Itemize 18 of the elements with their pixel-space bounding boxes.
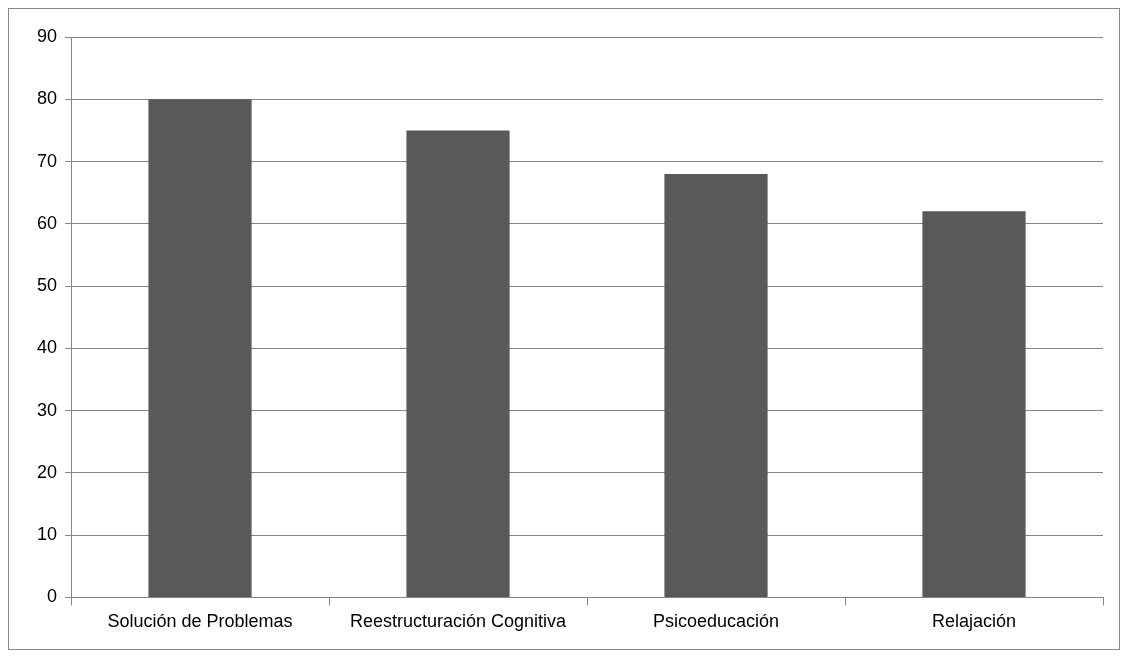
y-tick-label: 30	[36, 399, 58, 420]
x-tick-label: Psicoeducación	[652, 611, 780, 632]
bar	[148, 99, 252, 597]
y-tick-label: 60	[36, 212, 58, 233]
y-tick-label: 50	[36, 275, 58, 296]
x-tick-label: Solución de Problemas	[107, 611, 293, 632]
bar	[406, 130, 510, 597]
y-tick-label: 20	[36, 461, 58, 482]
y-tick-label: 10	[36, 524, 58, 545]
bar	[664, 173, 768, 597]
x-tick-label: Relajación	[931, 611, 1017, 632]
x-tick-label: Reestructuración Cognitiva	[349, 611, 568, 632]
bar	[922, 211, 1026, 597]
y-tick-label: 70	[36, 150, 58, 171]
y-tick-label: 40	[36, 337, 58, 358]
y-tick-label: 90	[36, 25, 58, 46]
y-tick-label: 0	[47, 586, 58, 607]
y-tick-label: 80	[36, 88, 58, 109]
